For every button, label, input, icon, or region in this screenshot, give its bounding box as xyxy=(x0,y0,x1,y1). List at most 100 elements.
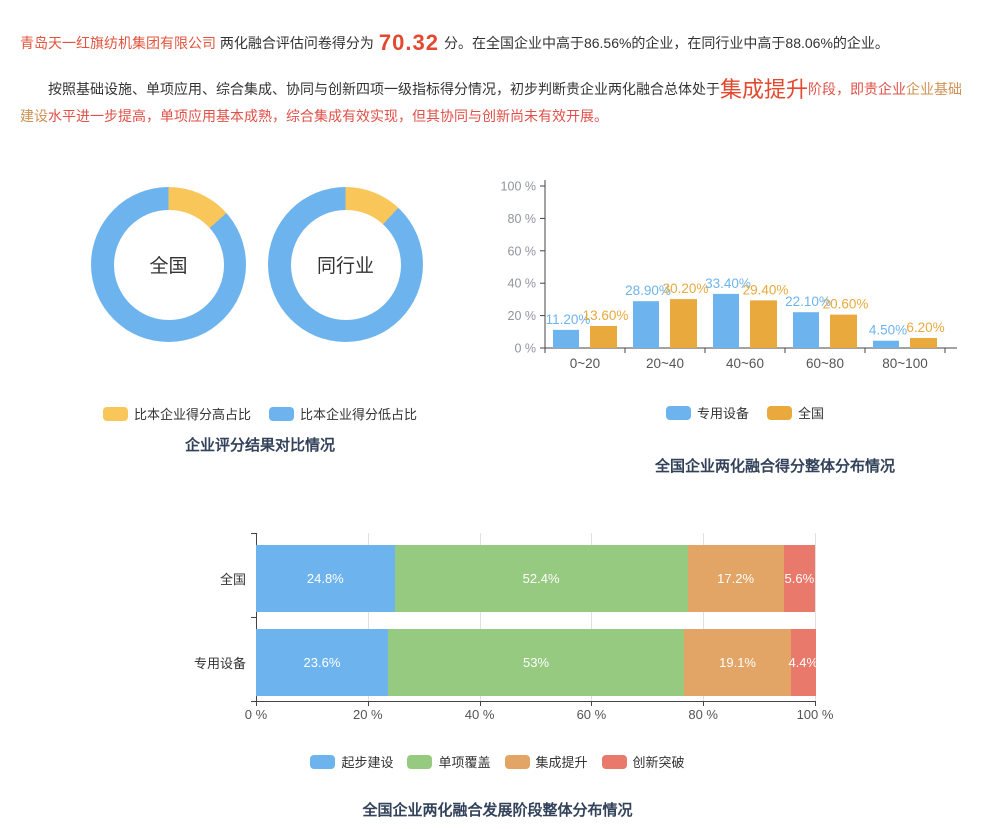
donut-hole: 全国 xyxy=(113,209,224,320)
stacked-chart-legend: 起步建设 单项覆盖 集成提升 创新突破 xyxy=(0,752,995,771)
row-label: 全国 xyxy=(219,572,246,587)
score-distribution-bar-chart: 0 % 20 % 40 % 60 % 80 % 100 % 0~20 20~40 40~60 60… xyxy=(490,170,995,385)
legend-item-lower[interactable]: 比本企业得分低占比 xyxy=(269,404,417,423)
company-name: 青岛天一红旗纺机集团有限公司 xyxy=(20,35,216,51)
legend-item-stage-2[interactable]: 单项覆盖 xyxy=(407,752,491,771)
stacked-segment: 4.4% xyxy=(788,629,819,696)
legend-swatch-orange xyxy=(504,754,530,769)
bar-chart-legend: 专用设备 全国 xyxy=(545,403,945,422)
legend-label: 起步建设 xyxy=(341,755,394,770)
pie-legend: 比本企业得分高占比 比本企业得分低占比 xyxy=(60,404,460,423)
legend-label: 比本企业得分高占比 xyxy=(133,407,251,422)
bar-value-label: 20.60% xyxy=(823,297,869,312)
assessment-after-stage: 阶段，即贵企业 xyxy=(808,81,907,97)
x-axis-tick xyxy=(479,701,481,706)
y-axis-label: 0 % xyxy=(514,342,536,356)
legend-label: 单项覆盖 xyxy=(438,755,491,770)
x-axis-label: 60~80 xyxy=(806,356,844,371)
segment-value-label: 24.8% xyxy=(306,571,344,586)
y-axis-label: 100 % xyxy=(501,180,536,194)
gridline xyxy=(367,533,369,701)
legend-swatch-yellow xyxy=(102,406,128,421)
donut-center-label: 全国 xyxy=(149,256,188,277)
segment-value-label: 4.4% xyxy=(788,655,819,670)
y-axis-label: 20 % xyxy=(508,309,537,323)
stacked-segment: 23.6% xyxy=(256,629,388,696)
legend-swatch-blue xyxy=(665,405,691,420)
segment-value-label: 17.2% xyxy=(717,571,755,586)
segment-value-label: 52.4% xyxy=(522,571,560,586)
segment-value-label: 19.1% xyxy=(719,655,756,670)
legend-label: 比本企业得分低占比 xyxy=(300,407,418,422)
bar-value-label: 22.10% xyxy=(785,294,831,309)
bar xyxy=(590,325,617,348)
bar-value-label: 28.90% xyxy=(625,283,671,298)
stacked-segment: 24.8% xyxy=(256,545,395,612)
stacked-segment: 53% xyxy=(387,629,685,696)
pie-chart-title: 企业评分结果对比情况 xyxy=(184,437,335,454)
overall-score: 70.32 xyxy=(378,30,439,55)
stacked-chart-title: 全国企业两化融合发展阶段整体分布情况 xyxy=(362,802,633,819)
bar-value-label: 13.60% xyxy=(583,308,629,323)
bar xyxy=(633,301,659,348)
bar-value-label: 29.40% xyxy=(743,282,789,297)
bar xyxy=(910,337,937,348)
legend-item-stage-3[interactable]: 集成提升 xyxy=(504,752,588,771)
score-comparison-text: 分。在全国企业中高于86.56%的企业，在同行业中高于88.06%的企业。 xyxy=(443,35,889,51)
legend-label: 全国 xyxy=(798,406,825,421)
y-axis-line xyxy=(256,533,257,701)
legend-label: 专用设备 xyxy=(696,406,749,421)
assessment-tail: 水平进一步提高，单项应用基本成熟，综合集成有效实现，但其协同与创新尚未有效开展。 xyxy=(48,108,608,124)
stacked-segment: 19.1% xyxy=(684,629,791,696)
bar xyxy=(793,312,819,348)
bar-value-label: 11.20% xyxy=(546,312,591,327)
legend-label: 创新突破 xyxy=(632,755,685,770)
stacked-segment: 52.4% xyxy=(394,545,688,612)
summary-line: 青岛天一红旗纺机集团有限公司 两化融合评估问卷得分为 70.32 分。在全国企业中高… xyxy=(20,30,985,56)
y-axis-label: 60 % xyxy=(508,244,537,258)
bar xyxy=(873,340,899,348)
legend-swatch-red xyxy=(601,754,627,769)
donut-center-label: 同行业 xyxy=(316,256,374,277)
legend-swatch-green xyxy=(407,754,433,769)
legend-item-special-equipment[interactable]: 专用设备 xyxy=(665,403,749,422)
score-intro-text: 两化融合评估问卷得分为 xyxy=(219,35,374,51)
x-axis-tick xyxy=(815,701,816,706)
legend-item-stage-1[interactable]: 起步建设 xyxy=(310,752,393,771)
x-axis-tick xyxy=(703,701,705,706)
x-axis-label: 80 % xyxy=(688,707,718,722)
legend-item-national[interactable]: 全国 xyxy=(767,403,824,422)
gridline xyxy=(703,533,705,701)
bar xyxy=(830,314,857,348)
x-axis-line xyxy=(256,701,816,702)
x-axis-tick xyxy=(256,701,257,706)
x-axis-label: 80~100 xyxy=(882,356,927,371)
segment-value-label: 23.6% xyxy=(303,655,341,670)
x-axis-label: 100 % xyxy=(796,707,834,722)
bar xyxy=(713,293,739,348)
stage-distribution-chart: 0 % 20 % 40 % 60 % 80 % 100 % 全国 24.8% 52.4% 17.2… xyxy=(194,533,833,728)
legend-item-stage-4[interactable]: 创新突破 xyxy=(601,752,685,771)
stacked-segment: 5.6% xyxy=(783,545,815,612)
y-axis-tick xyxy=(251,617,256,618)
segment-value-label: 53% xyxy=(523,655,550,670)
x-axis-label: 40 % xyxy=(464,707,495,722)
x-axis-label: 0~20 xyxy=(570,356,600,371)
bar-chart-title: 全国企业两化融合得分整体分布情况 xyxy=(654,458,895,475)
bar-value-label: 33.40% xyxy=(705,276,751,291)
x-axis-label: 20 % xyxy=(352,707,383,722)
gridline xyxy=(479,533,481,701)
bar xyxy=(750,300,777,348)
legend-item-higher[interactable]: 比本企业得分高占比 xyxy=(102,404,251,423)
bar xyxy=(670,299,697,348)
segment-value-label: 5.6% xyxy=(784,571,815,586)
x-axis-label: 60 % xyxy=(576,707,607,722)
gridline xyxy=(815,533,816,701)
bar-value-label: 4.50% xyxy=(869,323,907,338)
donut-chart-industry: 同行业 xyxy=(268,187,423,342)
donut-hole: 同行业 xyxy=(290,209,401,320)
y-axis-label: 40 % xyxy=(508,277,537,291)
legend-swatch-blue xyxy=(310,754,336,769)
assessment-paragraph: 按照基础设施、单项应用、综合集成、协同与创新四项一级指标得分情况，初步判断贵企业… xyxy=(20,76,975,130)
bar-value-label: 30.20% xyxy=(663,281,709,296)
